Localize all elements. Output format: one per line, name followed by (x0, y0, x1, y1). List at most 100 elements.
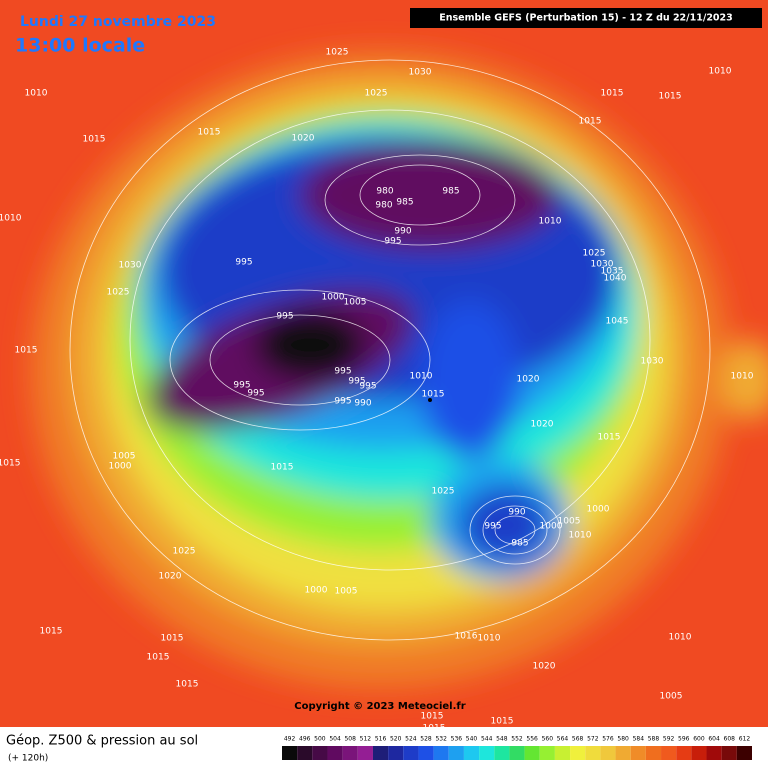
legend-label: 516 (375, 736, 387, 743)
legend-swatch (554, 746, 571, 760)
isobar-label: 1015 (271, 463, 294, 473)
legend-label: 604 (708, 736, 720, 743)
isobar-label: 995 (334, 367, 351, 377)
isobar-label: 1016 (455, 632, 478, 642)
field (30, 50, 768, 690)
isobar-label: 985 (442, 187, 459, 197)
isobar-label: 995 (247, 389, 264, 399)
legend-swatch (509, 746, 525, 760)
legend-label: 496 (299, 736, 311, 743)
legend-label: 556 (526, 736, 538, 743)
isobar-label: 1005 (113, 452, 136, 462)
legend-swatch (418, 746, 434, 760)
isobar-label: 1040 (604, 274, 627, 284)
isobar-label: 985 (396, 198, 413, 208)
isobar-label: 1005 (335, 587, 358, 597)
isobar-label: 1010 (669, 633, 692, 643)
isobar-label: 1030 (641, 357, 664, 367)
copyright: Copyright © 2023 Meteociel.fr (294, 701, 465, 712)
isobar-label: 1025 (365, 89, 388, 99)
isobar-label: 1015 (176, 680, 199, 690)
legend-label: 612 (739, 736, 751, 743)
run-box (410, 8, 762, 28)
legend-swatch (372, 746, 389, 760)
legend-swatch (282, 746, 298, 760)
isobar-label: 1010 (0, 214, 22, 224)
isobar-label: 1020 (517, 375, 540, 385)
footer-lead: (+ 120h) (8, 754, 48, 764)
legend-swatch (570, 746, 586, 760)
legend-swatch (357, 746, 373, 760)
isobar-label: 1010 (569, 531, 592, 541)
isobar-label: 1015 (601, 89, 624, 99)
isobar-label: 1000 (109, 462, 132, 472)
isobar-label: 1005 (558, 517, 581, 527)
isobar-label: 995 (359, 382, 376, 392)
isobar-label: 1020 (533, 662, 556, 672)
legend-label: 560 (542, 736, 554, 743)
legend-label: 536 (451, 736, 463, 743)
legend-label: 564 (557, 736, 569, 743)
isobar-label: 1030 (591, 260, 614, 270)
legend-swatch (691, 746, 707, 760)
legend-swatch (676, 746, 692, 760)
legend-swatch (342, 746, 358, 760)
legend-label: 548 (496, 736, 508, 743)
isobar-label: 1000 (322, 293, 345, 303)
legend-label: 492 (284, 736, 296, 743)
time: 13:00 locale (15, 35, 145, 57)
isobar-label: 1030 (119, 261, 142, 271)
isobar-label: 1000 (587, 505, 610, 515)
legend-label: 500 (314, 736, 326, 743)
isobar-label: 990 (508, 508, 525, 518)
legend-label: 552 (511, 736, 523, 743)
isobar-label: 995 (276, 312, 293, 322)
legend-label: 520 (390, 736, 402, 743)
legend-label: 592 (663, 736, 675, 743)
isobar-label: 995 (334, 397, 351, 407)
isobar-label: 1035 (601, 267, 624, 277)
isobar-lines (69, 59, 711, 641)
isobar-label: 1015 (147, 653, 170, 663)
isobar-label: 1010 (709, 67, 732, 77)
isobar-label: 1010 (478, 634, 501, 644)
legend-label: 596 (678, 736, 690, 743)
isobar-label: 1015 (161, 634, 184, 644)
legend-swatch (327, 746, 343, 760)
isobar-label: 1005 (660, 692, 683, 702)
isobar-label: 1025 (432, 487, 455, 497)
legend-label: 568 (572, 736, 584, 743)
isobar-label: 1015 (0, 459, 20, 469)
isobar-label: 1020 (531, 420, 554, 430)
legend-swatch (463, 746, 480, 760)
isobar-label: 1015 (421, 712, 444, 722)
isobar-label: 1015 (40, 627, 63, 637)
legend-swatch (615, 746, 631, 760)
isobar-label: 1005 (344, 298, 367, 308)
legend-label: 508 (344, 736, 356, 743)
legend-label: 572 (587, 736, 599, 743)
isobar-label: 1000 (305, 586, 328, 596)
isobar-label: 1025 (583, 249, 606, 259)
isobar-label: 1015 (422, 390, 445, 400)
legend-swatch (539, 746, 555, 760)
legend-swatch (312, 746, 328, 760)
legend-swatch (706, 746, 722, 760)
legend-swatch (585, 746, 601, 760)
isobar-label: 1020 (292, 134, 315, 144)
legend-swatch (736, 746, 752, 760)
legend-label: 532 (435, 736, 447, 743)
legend-swatch (448, 746, 464, 760)
isobar-label: 1015 (83, 135, 106, 145)
legend-swatch (494, 746, 510, 760)
legend-swatch (661, 746, 677, 760)
date: Lundi 27 novembre 2023 (20, 14, 216, 30)
legend-swatch (479, 746, 495, 760)
isobar-label: 1025 (173, 547, 196, 557)
isobar-label: 1015 (198, 128, 221, 138)
isobar-label: 995 (348, 377, 365, 387)
legend-label: 584 (633, 736, 645, 743)
legend-swatch (433, 746, 449, 760)
